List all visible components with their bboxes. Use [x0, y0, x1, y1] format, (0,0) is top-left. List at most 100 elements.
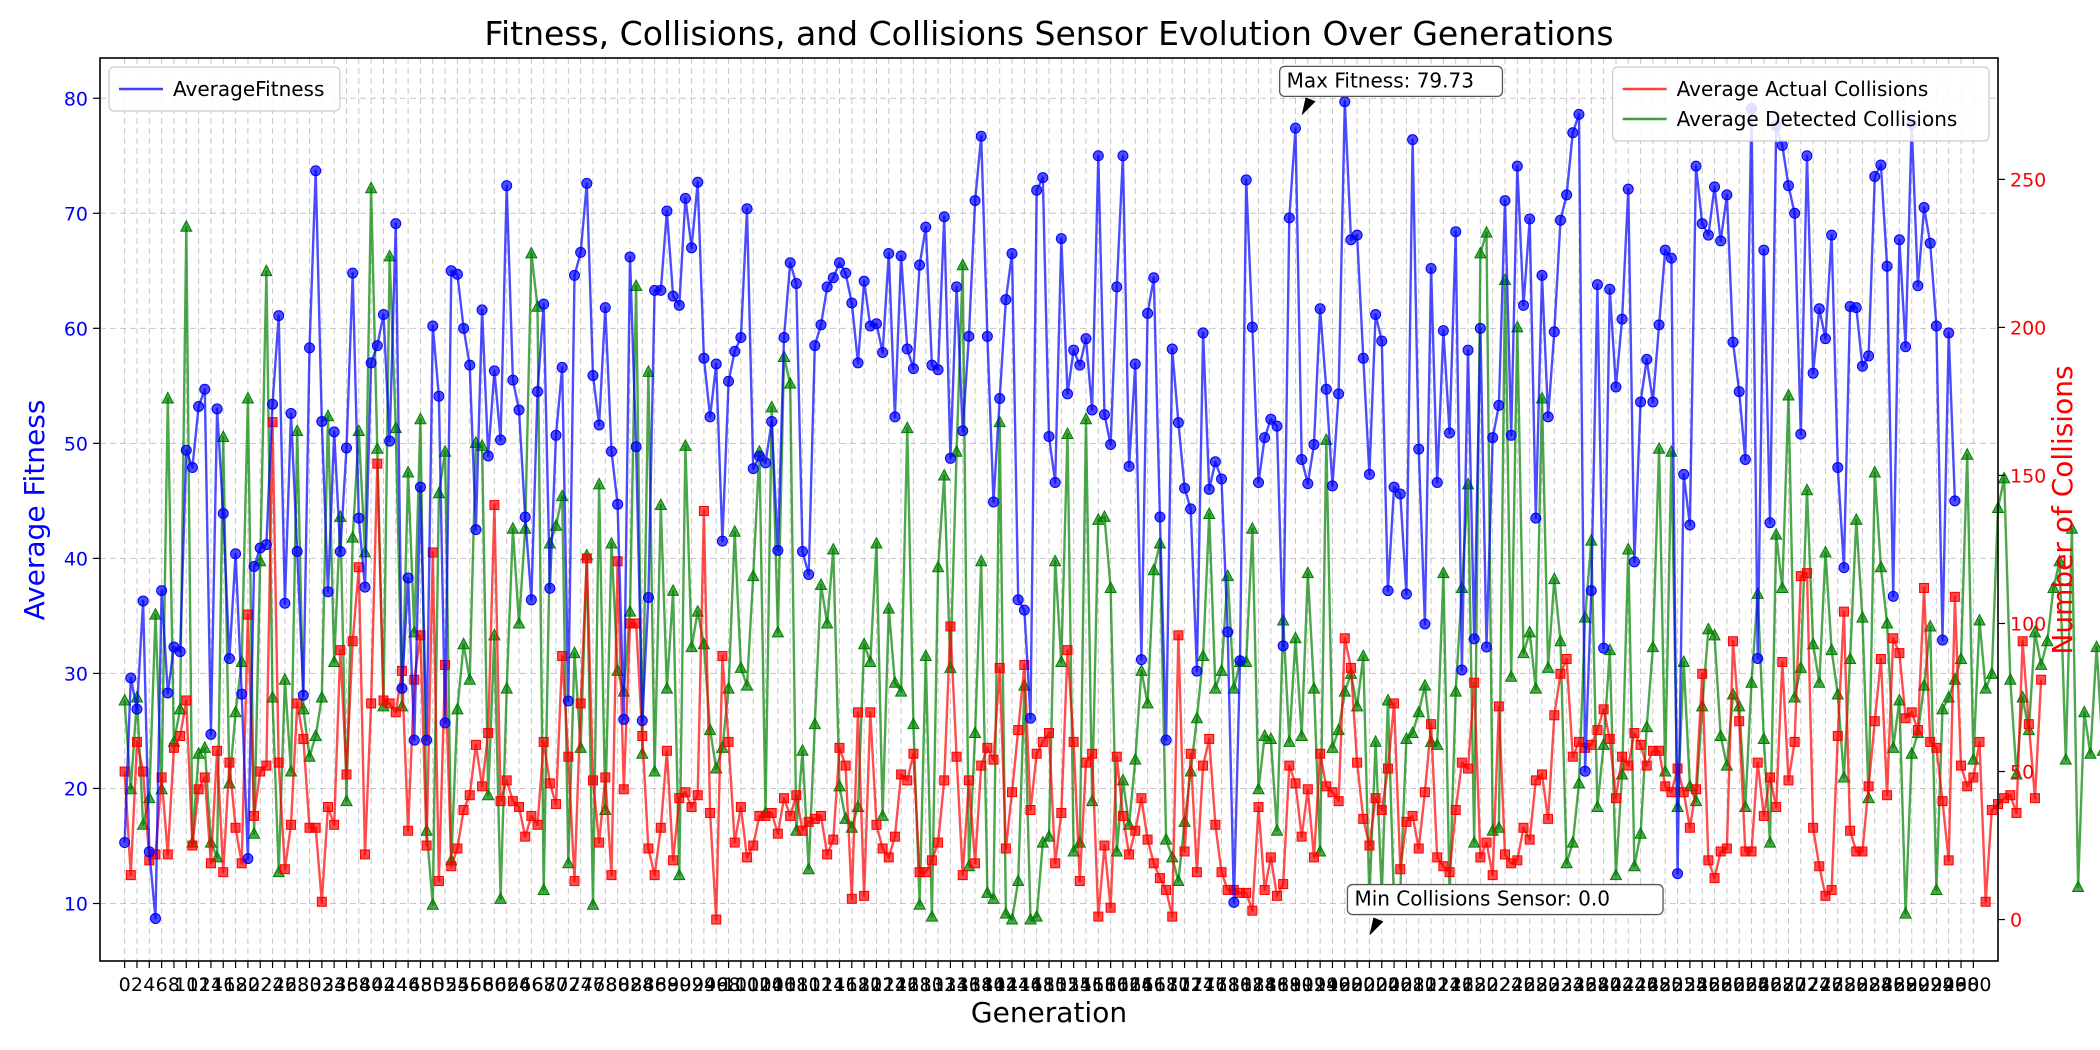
data-point-averagefitness — [1437, 325, 1449, 337]
data-point-average-actual-collisions — [372, 458, 383, 469]
data-point-average-actual-collisions — [920, 867, 931, 878]
data-point-averagefitness — [1025, 712, 1037, 724]
data-point-average-actual-collisions — [316, 896, 327, 907]
data-point-average-detected-collisions — [1591, 799, 1604, 813]
data-point-average-detected-collisions — [863, 654, 877, 667]
data-point-average-detected-collisions — [414, 412, 427, 425]
data-point-average-detected-collisions — [648, 764, 661, 777]
data-point-averagefitness — [766, 416, 778, 428]
data-point-averagefitness — [778, 332, 790, 344]
x-tick-label: 60 — [482, 974, 506, 996]
data-point-averagefitness — [501, 180, 513, 192]
x-tick-label: 256 — [1684, 974, 1720, 996]
x-tick-label: 128 — [895, 974, 931, 996]
x-tick-label: 140 — [969, 974, 1005, 996]
data-point-averagefitness — [162, 687, 174, 699]
data-point-average-actual-collisions — [1327, 787, 1338, 798]
data-point-average-detected-collisions — [1775, 580, 1789, 593]
data-point-average-detected-collisions — [1172, 873, 1185, 887]
data-point-averagefitness — [1160, 734, 1172, 746]
y-left-tick-label: 80 — [64, 88, 88, 110]
annotation-box — [1346, 883, 1664, 916]
data-point-averagefitness — [149, 912, 161, 924]
y-axis-left-label: Average Fitness — [18, 400, 51, 621]
data-point-average-actual-collisions — [1345, 662, 1356, 673]
data-point-averagefitness — [747, 463, 759, 475]
data-point-average-actual-collisions — [883, 852, 894, 863]
data-point-average-actual-collisions — [563, 751, 574, 762]
data-point-average-detected-collisions — [149, 607, 162, 620]
data-point-averagefitness — [1098, 409, 1110, 421]
data-point-average-detected-collisions — [666, 583, 680, 596]
legend-right: Average Actual Collisions Average Detecte… — [1611, 66, 1990, 142]
data-point-average-detected-collisions — [1812, 675, 1826, 688]
data-point-average-detected-collisions — [1202, 506, 1216, 519]
data-point-average-actual-collisions — [193, 784, 204, 795]
data-point-average-actual-collisions — [963, 775, 974, 786]
data-point-averagefitness — [1179, 482, 1191, 494]
data-point-average-actual-collisions — [168, 742, 179, 753]
data-point-average-actual-collisions — [865, 707, 876, 718]
data-point-averagefitness — [1474, 322, 1486, 334]
data-point-average-actual-collisions — [1666, 787, 1677, 798]
data-point-average-actual-collisions — [822, 849, 833, 860]
x-tick-label: 64 — [507, 974, 531, 996]
data-point-averagefitness — [852, 357, 864, 369]
data-point-average-detected-collisions — [1301, 566, 1315, 579]
data-point-average-actual-collisions — [698, 505, 709, 516]
data-point-average-detected-collisions — [451, 702, 464, 715]
data-point-average-detected-collisions — [457, 637, 470, 650]
data-point-averagefitness — [1585, 585, 1597, 597]
data-point-averagefitness — [384, 435, 396, 447]
data-point-average-actual-collisions — [1604, 733, 1615, 744]
data-point-average-actual-collisions — [212, 745, 223, 756]
data-point-average-detected-collisions — [481, 788, 495, 801]
data-point-averagefitness — [1357, 352, 1369, 364]
data-point-averagefitness — [1918, 202, 1930, 214]
data-point-average-actual-collisions — [1654, 745, 1665, 756]
y-left-tick-label: 20 — [64, 778, 88, 800]
data-point-averagefitness — [513, 404, 525, 416]
data-point-average-actual-collisions — [1253, 802, 1264, 813]
data-point-averagefitness — [1518, 299, 1529, 311]
data-point-average-detected-collisions — [1905, 746, 1919, 759]
data-point-average-detected-collisions — [1714, 728, 1728, 741]
data-point-averagefitness — [1142, 307, 1154, 319]
data-point-average-actual-collisions — [1154, 873, 1165, 884]
data-point-average-actual-collisions — [1487, 870, 1498, 881]
x-tick-label: 206 — [1376, 974, 1412, 996]
data-point-average-actual-collisions — [181, 695, 192, 706]
data-point-averagefitness — [889, 411, 901, 423]
data-point-average-actual-collisions — [1549, 710, 1560, 721]
data-point-average-actual-collisions — [1629, 728, 1640, 739]
data-point-averagefitness — [1216, 473, 1228, 485]
x-tick-label: 272 — [1783, 974, 1819, 996]
data-point-averagefitness — [710, 358, 722, 370]
x-tick-label: 14 — [199, 974, 223, 996]
data-point-average-actual-collisions — [1136, 793, 1147, 804]
data-point-average-actual-collisions — [1697, 668, 1708, 679]
data-point-averagefitness — [1930, 320, 1942, 332]
data-point-averagefitness — [1530, 512, 1542, 524]
data-point-average-detected-collisions — [278, 672, 292, 685]
x-tick-label: 260 — [1709, 974, 1745, 996]
data-point-averagefitness — [612, 498, 624, 510]
data-point-average-actual-collisions — [618, 784, 629, 795]
data-point-averagefitness — [1709, 181, 1721, 193]
data-point-average-actual-collisions — [970, 858, 981, 869]
data-point-average-actual-collisions — [976, 760, 987, 771]
x-tick-label: 42 — [371, 974, 395, 996]
data-point-averagefitness — [1838, 562, 1850, 574]
data-point-average-actual-collisions — [1284, 760, 1295, 771]
data-point-averagefitness — [575, 246, 587, 258]
data-point-average-detected-collisions — [937, 468, 951, 481]
data-point-average-actual-collisions — [957, 870, 968, 881]
data-point-average-actual-collisions — [205, 858, 216, 869]
data-point-average-actual-collisions — [1456, 757, 1467, 768]
data-point-average-detected-collisions — [1406, 725, 1419, 739]
data-point-average-actual-collisions — [495, 796, 506, 807]
data-point-averagefitness — [1499, 195, 1511, 207]
data-point-average-detected-collisions — [512, 616, 526, 629]
data-point-averagefitness — [1382, 585, 1394, 597]
data-point-average-detected-collisions — [327, 654, 341, 667]
